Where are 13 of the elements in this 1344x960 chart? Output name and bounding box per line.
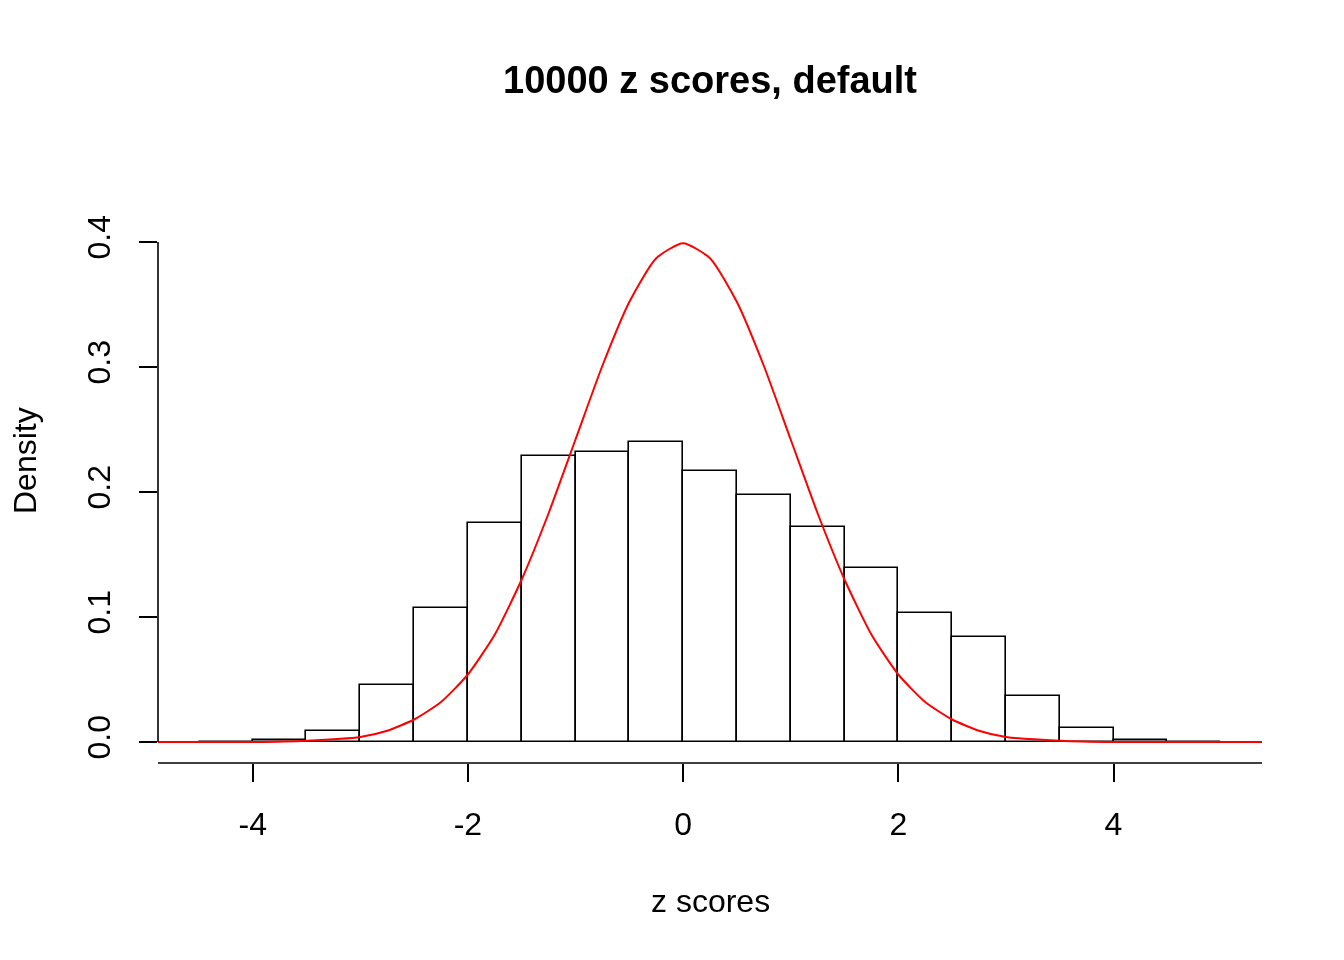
- y-tick-label: 0.1: [81, 589, 118, 635]
- x-tick-label: -2: [453, 806, 483, 843]
- y-axis-title: Density: [7, 407, 43, 514]
- x-tick-label: -4: [238, 806, 267, 843]
- x-tick-label: 2: [889, 806, 908, 843]
- y-tick-label: 0.0: [81, 714, 118, 760]
- chart-title: 10000 z scores, default: [503, 59, 918, 102]
- x-tick-label: 4: [1104, 806, 1123, 843]
- y-tick-label: 0.3: [81, 339, 118, 385]
- y-tick-label: 0.2: [81, 464, 118, 510]
- x-axis-title: z scores: [651, 883, 771, 919]
- x-tick-label: 0: [674, 806, 692, 843]
- y-tick-label: 0.4: [81, 214, 118, 260]
